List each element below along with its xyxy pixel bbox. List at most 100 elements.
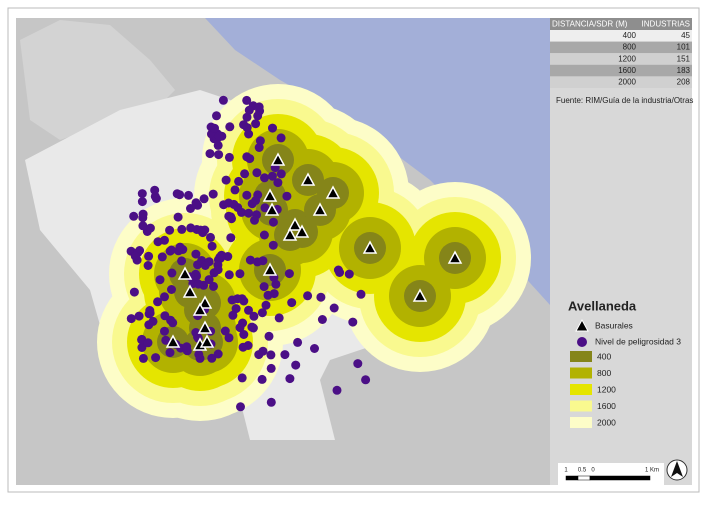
dump-site bbox=[264, 202, 280, 216]
industry-point bbox=[247, 199, 257, 209]
industry-point bbox=[224, 333, 234, 343]
industry-point bbox=[191, 249, 201, 259]
industry-point bbox=[206, 232, 215, 242]
north-arrow bbox=[666, 459, 688, 481]
industry-point bbox=[237, 373, 247, 383]
dump-site bbox=[300, 172, 316, 186]
table-cell: 2000 bbox=[618, 78, 636, 87]
industry-point bbox=[230, 185, 240, 195]
industry-point bbox=[291, 360, 301, 370]
industry-point bbox=[249, 311, 259, 321]
industry-point bbox=[157, 252, 167, 262]
industry-point bbox=[310, 344, 319, 353]
legend-label: Nivel de peligrosidad 3 bbox=[595, 336, 681, 346]
dump-site bbox=[412, 288, 428, 302]
industry-point bbox=[316, 292, 326, 302]
industry-point bbox=[143, 261, 153, 270]
industry-point bbox=[193, 279, 203, 289]
scale-label: 1 bbox=[564, 468, 568, 474]
water bbox=[205, 18, 550, 305]
industry-point bbox=[235, 323, 245, 333]
legend-label: 2000 bbox=[597, 417, 616, 427]
dump-site bbox=[262, 188, 278, 202]
industry-point bbox=[204, 275, 214, 285]
industry-point bbox=[200, 261, 210, 270]
legend-label: 800 bbox=[597, 368, 611, 378]
industry-point bbox=[205, 149, 215, 159]
industry-point bbox=[276, 133, 286, 143]
industry-point bbox=[264, 331, 274, 341]
industry-point bbox=[282, 191, 292, 201]
industry-point bbox=[207, 353, 217, 363]
industry-point bbox=[144, 251, 154, 261]
industry-point bbox=[259, 230, 269, 240]
industry-point bbox=[240, 169, 250, 179]
industry-point bbox=[151, 353, 161, 363]
legend-title: Avellaneda bbox=[568, 298, 637, 313]
industry-point bbox=[247, 322, 257, 332]
industry-point bbox=[186, 223, 196, 233]
industry-point bbox=[224, 270, 234, 280]
industry-point bbox=[175, 242, 185, 252]
industry-point bbox=[137, 197, 147, 207]
industry-point bbox=[252, 257, 262, 267]
industry-point bbox=[259, 282, 269, 292]
industry-point bbox=[155, 275, 165, 285]
industry-point bbox=[173, 212, 183, 222]
table-cell: 1600 bbox=[618, 66, 636, 75]
industry-point bbox=[126, 314, 136, 324]
industry-point bbox=[138, 221, 148, 231]
industry-point bbox=[268, 217, 278, 227]
industry-point bbox=[165, 225, 175, 235]
industry-point bbox=[182, 342, 192, 352]
legend-swatch bbox=[570, 351, 592, 362]
industry-point bbox=[137, 343, 147, 352]
industry-point bbox=[242, 95, 252, 105]
scale-segment bbox=[565, 475, 579, 481]
industry-point bbox=[165, 348, 175, 358]
dump-site bbox=[192, 302, 208, 316]
industry-point bbox=[268, 240, 278, 250]
industry-point bbox=[213, 140, 223, 150]
industry-point bbox=[175, 190, 185, 200]
table: DISTANCIA/SDR (M) INDUSTRIAS 400 45 800 101 12… bbox=[550, 18, 692, 88]
table-row bbox=[550, 64, 692, 77]
industry-point bbox=[250, 215, 259, 225]
industry-point bbox=[251, 119, 261, 129]
industry-point bbox=[212, 111, 221, 121]
legend-label: 400 bbox=[597, 351, 611, 361]
industry-point bbox=[252, 168, 262, 178]
industry-point bbox=[129, 211, 139, 221]
industry-point bbox=[293, 337, 303, 347]
industry-point bbox=[166, 245, 176, 255]
industry-point bbox=[225, 122, 235, 132]
dump-site bbox=[312, 202, 328, 216]
industry-point bbox=[335, 268, 345, 277]
industry-point bbox=[226, 233, 236, 243]
industry-point bbox=[137, 189, 147, 199]
industry-point bbox=[260, 173, 269, 183]
legend-symbol bbox=[577, 337, 587, 347]
table-cell: 183 bbox=[677, 66, 691, 75]
table-header bbox=[550, 18, 692, 30]
side-panel bbox=[550, 18, 692, 485]
industry-point bbox=[218, 95, 228, 105]
industry-point bbox=[269, 289, 279, 299]
industry-point bbox=[236, 402, 245, 412]
dump-site bbox=[262, 262, 278, 276]
industry-point bbox=[244, 105, 254, 115]
industry-point bbox=[239, 330, 249, 339]
legend-swatch bbox=[570, 367, 592, 379]
industry-point bbox=[213, 349, 223, 359]
industry-point bbox=[271, 279, 281, 289]
industry-point bbox=[209, 281, 218, 291]
industry-point bbox=[353, 359, 363, 369]
legend-swatch bbox=[570, 417, 592, 428]
industry-point bbox=[242, 152, 252, 162]
industry-point bbox=[244, 208, 254, 218]
scale-label: 0.5 bbox=[578, 468, 587, 474]
table-row bbox=[550, 53, 692, 65]
industry-point bbox=[273, 178, 283, 188]
industry-point bbox=[267, 171, 277, 181]
scale-segment bbox=[589, 475, 651, 481]
